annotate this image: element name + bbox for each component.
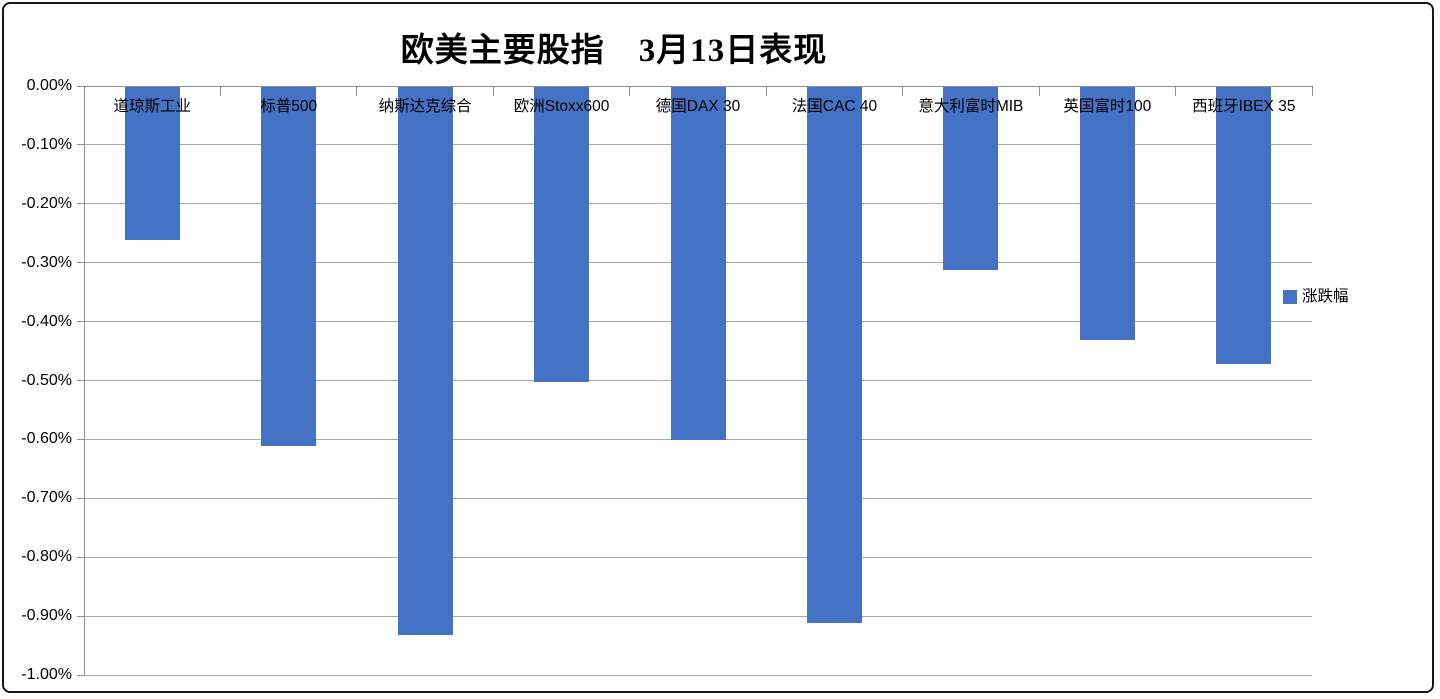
value-axis-label: -0.80% xyxy=(21,548,72,566)
value-axis-label: -0.70% xyxy=(21,489,72,507)
category-label: 纳斯达克综合 xyxy=(378,98,472,115)
value-axis-tick xyxy=(77,674,84,676)
bar xyxy=(261,87,317,446)
category-label: 英国富时100 xyxy=(1063,98,1152,115)
value-axis-tick xyxy=(77,203,84,205)
legend: 涨跌幅 xyxy=(1283,289,1349,305)
bar xyxy=(806,87,862,623)
value-axis-tick xyxy=(77,85,84,87)
value-axis-tick xyxy=(77,497,84,499)
category-axis-tick xyxy=(492,86,494,96)
value-axis-label: -0.20% xyxy=(21,194,72,212)
value-axis-label: 0.00% xyxy=(26,77,72,94)
value-axis-label: -0.30% xyxy=(21,253,72,271)
major-gridline xyxy=(84,497,1312,499)
value-axis-label: -0.90% xyxy=(21,607,72,625)
value-axis-tick xyxy=(77,615,84,617)
category-axis-tick xyxy=(1311,86,1313,96)
legend-color-swatch xyxy=(1283,290,1297,304)
bar xyxy=(1079,87,1135,340)
category-axis-tick xyxy=(219,86,221,96)
category-axis-tick xyxy=(629,86,631,96)
value-axis-label: -0.50% xyxy=(21,371,72,389)
bar xyxy=(943,87,999,270)
category-axis-line xyxy=(84,86,1312,87)
bar xyxy=(397,87,453,635)
category-axis-tick xyxy=(83,86,85,96)
category-label: 西班牙IBEX 35 xyxy=(1192,98,1296,115)
category-axis-tick xyxy=(356,86,358,96)
value-axis-tick xyxy=(77,380,84,381)
plot-area: 道琼斯工业 标普500 纳斯达克综合 欧洲Stoxx600 德国DAX 30 法国CAC … xyxy=(77,85,1313,676)
category-axis-tick xyxy=(1175,86,1177,96)
category-label: 法国CAC 40 xyxy=(791,98,878,115)
major-gridline xyxy=(84,674,1312,676)
value-axis-label: -0.60% xyxy=(21,430,72,448)
value-axis-label: -1.00% xyxy=(21,666,72,683)
category-axis-tick xyxy=(1038,86,1040,96)
major-gridline xyxy=(84,556,1312,558)
bar xyxy=(670,87,726,440)
category-axis-tick xyxy=(765,86,767,96)
value-axis-label: -0.10% xyxy=(21,135,72,153)
legend-label: 涨跌幅 xyxy=(1302,288,1349,305)
value-axis-tick xyxy=(77,144,84,146)
category-label: 意大利富时MIB xyxy=(918,98,1024,115)
value-axis-tick xyxy=(77,556,84,558)
value-axis-tick xyxy=(77,438,84,440)
value-axis-tick xyxy=(77,262,84,264)
category-axis-tick xyxy=(902,86,904,96)
chart-title: 欧美主要股指 3月13日表现 xyxy=(400,33,828,69)
bar xyxy=(124,87,180,240)
bar xyxy=(534,87,590,382)
value-axis-line xyxy=(84,86,85,675)
category-label: 德国DAX 30 xyxy=(655,98,741,115)
category-label: 标普500 xyxy=(260,98,318,115)
bar xyxy=(1216,87,1272,364)
value-axis-tick xyxy=(77,321,84,323)
category-label: 欧洲Stoxx600 xyxy=(513,98,610,115)
major-gridline xyxy=(84,615,1312,617)
category-label: 道琼斯工业 xyxy=(113,98,191,115)
value-axis-label: -0.40% xyxy=(21,312,72,330)
